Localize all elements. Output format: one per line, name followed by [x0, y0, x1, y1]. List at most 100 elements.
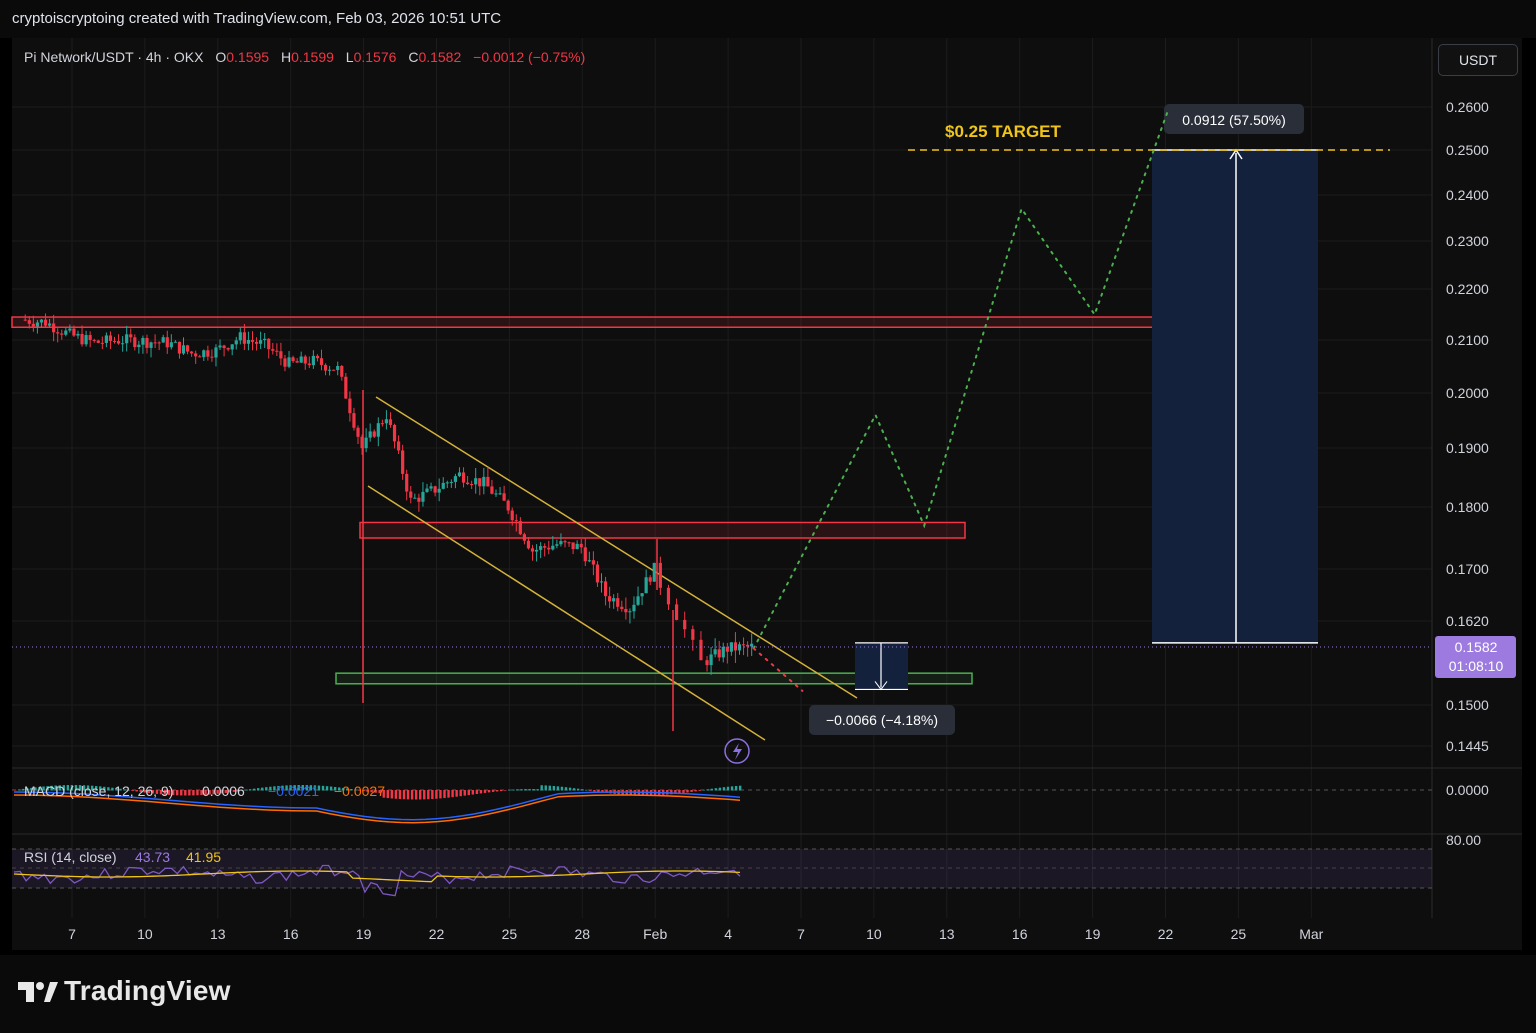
- candle-body: [705, 660, 709, 666]
- price-tick-label: 0.2600: [1446, 99, 1489, 115]
- macd-bar: [406, 790, 410, 800]
- macd-bar: [252, 788, 256, 791]
- macd-bar: [346, 788, 349, 791]
- macd-bar: [556, 786, 560, 791]
- macd-bar: [710, 788, 713, 791]
- candle-body: [583, 547, 587, 562]
- candle-body: [522, 534, 527, 541]
- macd-bar: [151, 790, 155, 794]
- macd-bar: [702, 789, 705, 791]
- macd-bar: [62, 785, 65, 791]
- macd-bar: [261, 787, 264, 791]
- macd-bar: [38, 786, 41, 791]
- macd-bar: [398, 790, 402, 800]
- candle-body: [380, 423, 384, 425]
- candle-body: [161, 337, 165, 343]
- macd-bar: [572, 788, 576, 791]
- candle-body: [474, 478, 478, 485]
- macd-bar: [338, 787, 341, 791]
- candle-body: [421, 491, 425, 502]
- macd-bar: [196, 790, 199, 796]
- currency-button[interactable]: USDT: [1438, 44, 1518, 76]
- macd-bar: [560, 786, 564, 791]
- macd-bar: [394, 790, 398, 799]
- macd-bar: [386, 790, 389, 799]
- macd-bar: [706, 789, 709, 791]
- price-tick-label: 0.2100: [1446, 332, 1489, 348]
- macd-bar: [236, 790, 240, 792]
- macd-bar: [410, 790, 414, 800]
- candle-body: [173, 341, 177, 343]
- candle-body: [750, 643, 754, 647]
- candle-body: [92, 339, 96, 341]
- time-tick-label: 10: [866, 926, 882, 942]
- lightning-icon: [724, 738, 750, 764]
- macd-bar: [159, 790, 163, 795]
- candle-body: [39, 319, 44, 323]
- candle-body: [644, 577, 648, 594]
- time-tick-label: 13: [210, 926, 226, 942]
- candle-body: [608, 596, 612, 602]
- candle-body: [620, 606, 624, 609]
- candle-body: [185, 345, 190, 352]
- candle-body: [149, 342, 153, 348]
- macd-bar: [86, 785, 90, 791]
- candle-body: [181, 345, 186, 354]
- macd-bar: [350, 788, 353, 791]
- candle-body: [591, 560, 595, 565]
- time-tick-label: 28: [575, 926, 591, 942]
- long-measure-label-bg: [1164, 104, 1304, 134]
- price-tick-label: 0.2000: [1446, 385, 1489, 401]
- candle-body: [323, 364, 328, 371]
- candle-body: [547, 547, 551, 550]
- candle-body: [250, 340, 255, 342]
- symbol-name[interactable]: Pi Network/USDT · 4h · OKX: [24, 49, 204, 65]
- macd-bar: [103, 786, 106, 791]
- macd-bar: [370, 790, 373, 793]
- candle-body: [336, 365, 340, 371]
- macd-bar: [354, 789, 357, 791]
- candle-body: [307, 363, 311, 366]
- macd-bar: [378, 790, 381, 794]
- candle-body: [441, 482, 445, 489]
- candle-body: [125, 334, 129, 344]
- macd-bar: [204, 790, 207, 795]
- candle-body: [352, 413, 356, 428]
- candle-body: [80, 333, 84, 345]
- macd-bar: [293, 785, 296, 791]
- candle-body: [445, 482, 449, 484]
- candle-body: [453, 476, 458, 482]
- macd-bar: [576, 788, 580, 791]
- macd-bar: [463, 790, 466, 796]
- macd-bar: [516, 789, 519, 791]
- candle-body: [401, 450, 405, 474]
- candle-body: [543, 546, 547, 548]
- macd-bar: [439, 790, 442, 799]
- macd-bar: [228, 790, 232, 793]
- candle-body: [267, 338, 271, 350]
- macd-bar: [30, 787, 33, 791]
- candle-body: [72, 328, 76, 336]
- open-value: 0.1595: [226, 49, 270, 65]
- macd-bar: [200, 790, 203, 796]
- resistance-zone-mid: [359, 521, 966, 539]
- high-value: 0.1599: [291, 49, 334, 65]
- macd-bar: [90, 785, 94, 791]
- macd-bar: [167, 790, 171, 795]
- candle-body: [384, 419, 389, 424]
- macd-bar: [155, 790, 159, 794]
- macd-bar: [597, 790, 600, 792]
- candle-body: [299, 356, 303, 363]
- candle-body: [457, 472, 462, 477]
- candle-body: [674, 604, 679, 620]
- candles: [23, 313, 754, 675]
- macd-bar: [184, 790, 187, 796]
- candle-body: [368, 431, 372, 438]
- candle-body: [725, 646, 729, 652]
- macd-bar: [301, 785, 304, 791]
- candle-body: [356, 427, 360, 437]
- candle-body: [526, 540, 531, 549]
- candle-body: [202, 350, 206, 358]
- candle-body: [372, 431, 376, 437]
